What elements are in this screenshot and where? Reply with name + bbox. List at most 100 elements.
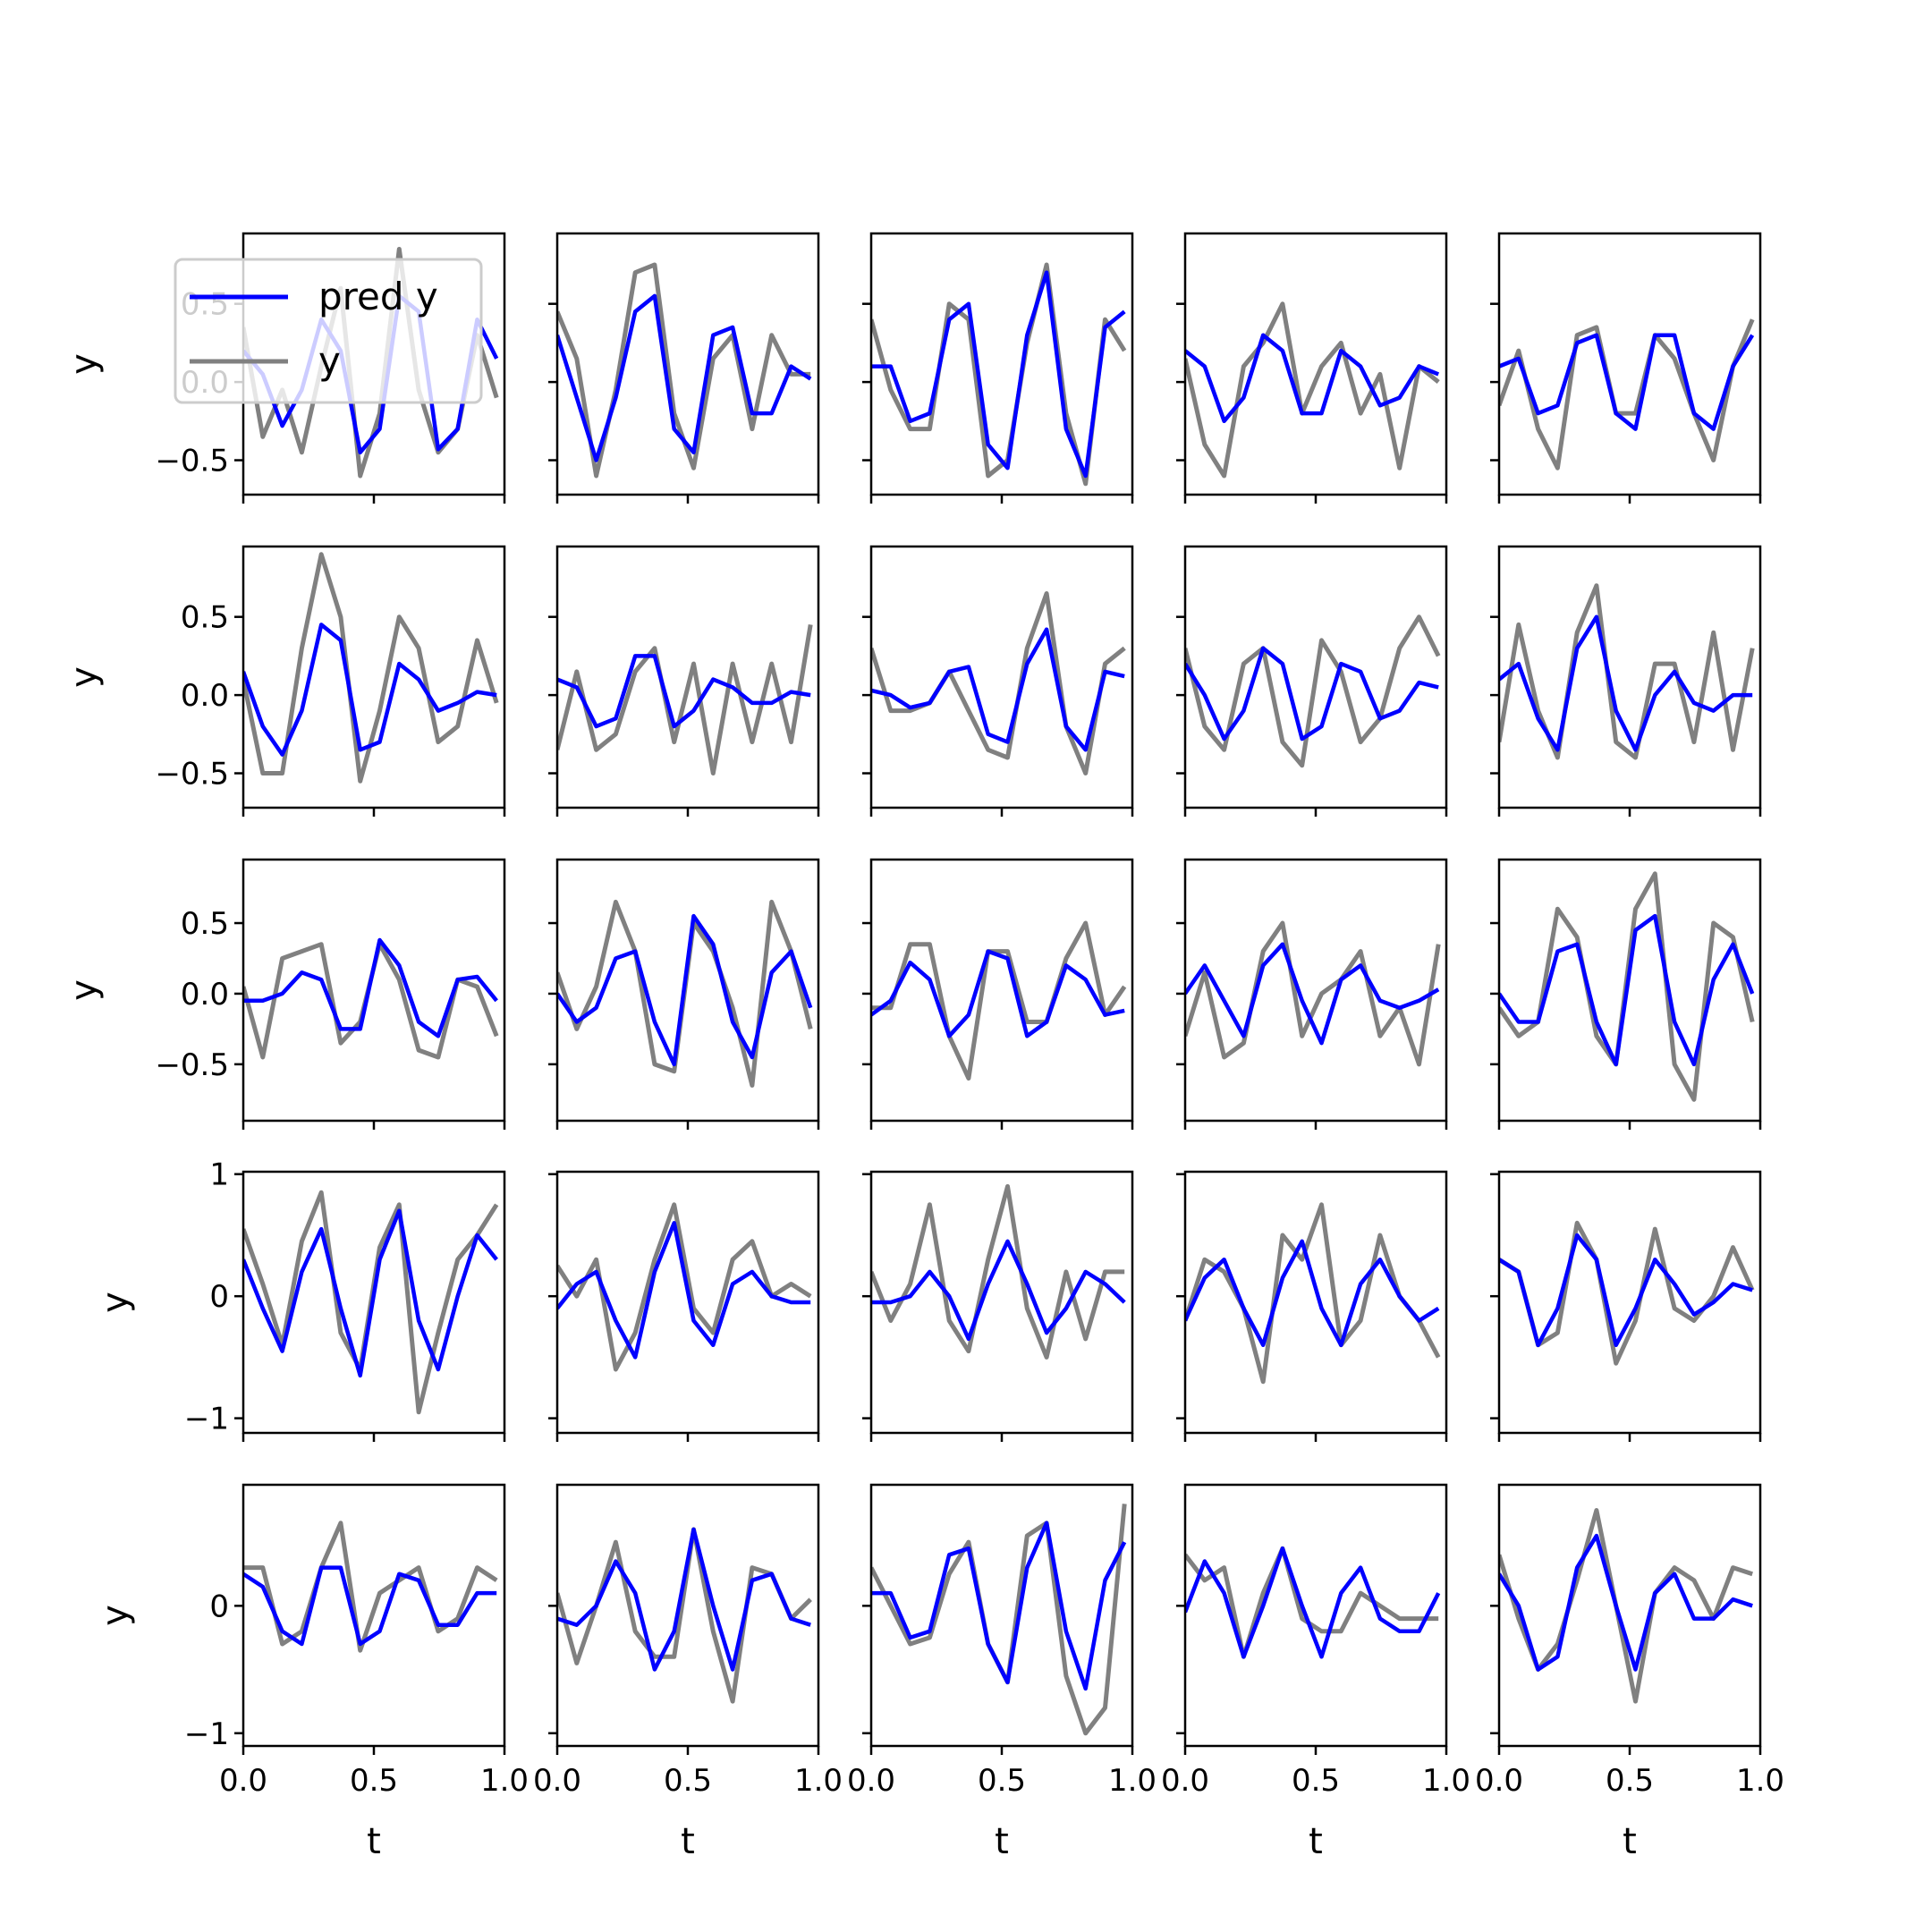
series-y-line (1185, 301, 1440, 479)
series-pred-y-line (1499, 1533, 1753, 1672)
series-y-line (871, 920, 1127, 1081)
y-tick-label: −1 (184, 1402, 229, 1437)
x-tick-label: 0.5 (978, 1763, 1026, 1799)
subplot-4-1: 0.0 0.5 1.0 t (533, 1483, 843, 1862)
subplot-4-2: 0.0 0.5 1.0 t (847, 1483, 1157, 1862)
x-tick-label: 0.0 (1475, 1763, 1523, 1799)
subplot-grid: −0.50.00.5y−0.50.00.5y−0.50.00.5y−101y−1… (64, 232, 1784, 1862)
subplot-1-0: −0.5 0.0 0.5 y (64, 545, 506, 817)
y-axis-label: y (64, 353, 105, 375)
series-pred-y-line (1185, 333, 1440, 424)
subplot-4-0: −1 0 0.0 0.5 1.0 y t (95, 1483, 529, 1862)
y-tick-label: 0 (209, 1589, 229, 1624)
y-axis-label: y (64, 979, 105, 1001)
x-tick-label: 0.5 (350, 1763, 398, 1799)
legend: pred y y (174, 258, 483, 404)
y-axis-label: y (95, 1292, 136, 1313)
series-pred-y-line (557, 1221, 811, 1360)
x-tick-label: 1.0 (480, 1763, 529, 1799)
series-pred-y-line (243, 1565, 497, 1647)
series-pred-y-line (1185, 646, 1439, 741)
series-pred-y-line (557, 654, 811, 729)
subplot-2-0: −0.5 0.0 0.5 y (64, 858, 506, 1130)
x-tick-label: 0.5 (664, 1763, 712, 1799)
series-pred-y-line (871, 1239, 1126, 1342)
subplot-3-3 (1176, 1170, 1448, 1442)
y-axis-label: y (64, 666, 105, 688)
x-tick-label: 1.0 (1108, 1763, 1157, 1799)
subplot-0-2 (862, 232, 1134, 504)
series-pred-y-line (871, 1521, 1127, 1691)
x-tick-label: 0.0 (847, 1763, 895, 1799)
series-pred-y-line (871, 949, 1125, 1038)
series-pred-y-line (1499, 1233, 1753, 1348)
y-tick-label: 0.0 (181, 678, 229, 714)
subplot-4-4: 0.0 0.5 1.0 t (1475, 1483, 1784, 1862)
subplot-2-4 (1490, 858, 1762, 1130)
x-tick-label: 0.5 (1606, 1763, 1654, 1799)
series-y-line (557, 623, 813, 775)
series-pred-y-line (1185, 1546, 1441, 1659)
series-pred-y-line (557, 1527, 811, 1672)
x-axis-label: t (1309, 1821, 1323, 1862)
series-pred-y-line (243, 937, 498, 1038)
x-axis-label: t (995, 1821, 1009, 1862)
series-pred-y-line (243, 623, 497, 757)
subplot-2-1 (548, 858, 820, 1130)
subplot-3-1 (548, 1170, 820, 1442)
series-y-line (871, 1183, 1125, 1360)
y-tick-label: 0.5 (181, 600, 229, 636)
series-pred-y-line (557, 293, 812, 462)
x-axis-label: t (367, 1821, 381, 1862)
subplot-1-1 (548, 545, 820, 817)
x-tick-label: 0.0 (219, 1763, 267, 1799)
subplot-0-1 (548, 232, 820, 504)
x-axis-label: t (1623, 1821, 1637, 1862)
y-tick-label: 1 (209, 1157, 229, 1193)
y-axis-label: y (95, 1605, 136, 1626)
y-tick-label: −0.5 (155, 757, 229, 792)
series-pred-y-line (1499, 333, 1755, 431)
legend-label: y (318, 339, 341, 383)
subplot-2-2 (862, 858, 1134, 1130)
x-axis-label: t (681, 1821, 695, 1862)
x-tick-label: 0.0 (1161, 1763, 1209, 1799)
x-tick-label: 1.0 (794, 1763, 843, 1799)
subplot-0-4 (1490, 232, 1762, 504)
subplot-3-2 (862, 1170, 1134, 1442)
subplot-1-4 (1490, 545, 1762, 817)
subplot-3-0: −1 0 1 y (95, 1157, 506, 1442)
series-y-line (1499, 318, 1755, 470)
series-pred-y-line (557, 913, 813, 1067)
subplot-1-2 (862, 545, 1134, 817)
series-pred-y-line (1185, 1239, 1440, 1348)
y-tick-label: 0 (209, 1279, 229, 1315)
x-tick-label: 1.0 (1422, 1763, 1470, 1799)
x-tick-label: 1.0 (1736, 1763, 1784, 1799)
y-tick-label: −0.5 (155, 444, 229, 479)
series-pred-y-line (243, 1208, 498, 1378)
series-pred-y-line (1499, 614, 1753, 752)
subplot-3-4 (1490, 1170, 1762, 1442)
y-tick-label: −1 (184, 1716, 229, 1752)
x-tick-label: 0.0 (533, 1763, 581, 1799)
legend-label: pred y (318, 275, 438, 318)
subplot-1-3 (1176, 545, 1448, 817)
series-pred-y-line (871, 627, 1125, 752)
subplot-4-3: 0.0 0.5 1.0 t (1161, 1483, 1470, 1862)
series-y-line (243, 1521, 498, 1653)
series-y-line (871, 591, 1126, 775)
x-tick-label: 0.5 (1292, 1763, 1340, 1799)
series-pred-y-line (871, 270, 1126, 479)
series-pred-y-line (1185, 942, 1440, 1046)
y-tick-label: −0.5 (155, 1047, 229, 1083)
series-pred-y-line (1499, 913, 1755, 1067)
subplot-0-3 (1176, 232, 1448, 504)
subplot-2-3 (1176, 858, 1448, 1130)
series-y-line (1185, 920, 1441, 1067)
series-y-line (1499, 583, 1755, 760)
series-pred-y-line (243, 293, 499, 455)
y-tick-label: 0.0 (181, 977, 229, 1013)
y-tick-label: 0.5 (181, 906, 229, 942)
